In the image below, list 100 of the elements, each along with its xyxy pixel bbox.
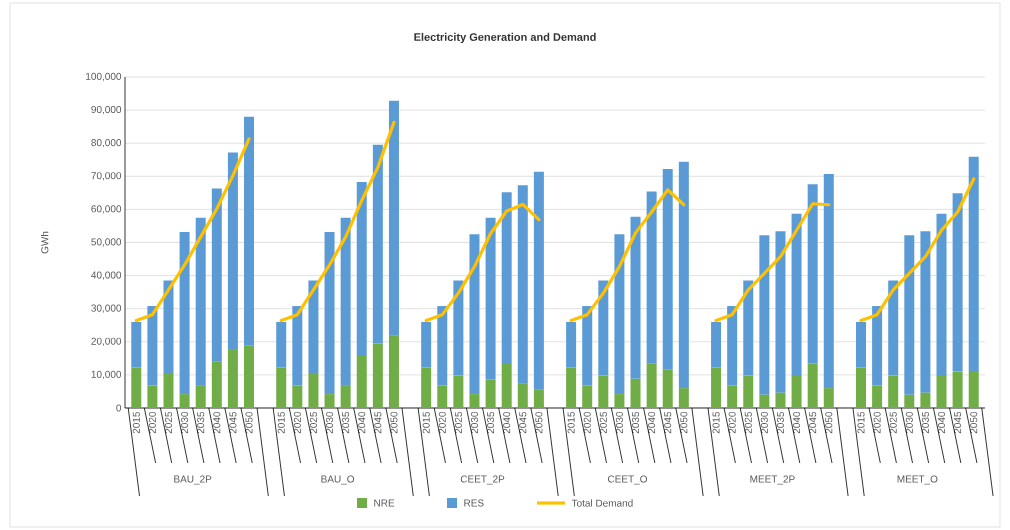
y-tick-label: 100,000: [86, 72, 122, 82]
bar: [920, 392, 931, 408]
x-tick-label: 2050: [825, 411, 833, 434]
bar: [904, 235, 915, 395]
x-tick-label: 2045: [664, 411, 672, 434]
bar: [340, 385, 351, 408]
bar: [501, 192, 512, 364]
bar: [630, 378, 641, 408]
y-tick-label: 40,000: [91, 271, 122, 280]
chart-title: Electricity Generation and Demand: [414, 32, 596, 44]
bar: [469, 234, 480, 395]
text: MEET_2P: [750, 475, 795, 485]
x-tick-label: 2015: [422, 411, 430, 434]
x-tick-label: 2020: [293, 411, 301, 434]
bar: [276, 367, 287, 408]
bar: [292, 385, 303, 408]
bar: [582, 306, 593, 386]
bar: [244, 116, 255, 346]
bar: [646, 191, 657, 364]
y-tick-label: 50,000: [91, 238, 122, 247]
bar: [743, 280, 754, 376]
x-tick-label: 2020: [873, 411, 881, 434]
x-tick-label: 2030: [181, 411, 189, 434]
y-tick-label: 80,000: [91, 139, 122, 148]
bar: [453, 375, 464, 408]
x-tick-label: 2015: [857, 411, 865, 434]
x-tick-label: 2040: [503, 411, 511, 434]
bar: [823, 388, 834, 408]
x-tick-label: 2020: [583, 411, 591, 434]
x-tick-label: 2030: [905, 411, 913, 434]
x-tick-label: 2025: [599, 411, 607, 434]
x-tick-label: 2025: [164, 411, 173, 434]
x-tick-label: 2050: [970, 411, 978, 434]
bar: [131, 321, 142, 368]
bar: [324, 231, 335, 395]
bar: [340, 217, 351, 386]
bar: [437, 306, 448, 386]
bar: [614, 234, 625, 395]
bar: [807, 363, 818, 408]
x-tick-label: 2045: [809, 411, 817, 434]
bar: [791, 213, 802, 376]
legend-label: NRE: [374, 499, 395, 507]
bar: [582, 385, 593, 408]
text: CEET_2P: [460, 475, 505, 485]
bar: [453, 280, 464, 376]
x-tick-label: 2015: [712, 411, 720, 434]
text: CEET_O: [607, 475, 648, 485]
bar: [888, 280, 899, 376]
bar: [533, 171, 544, 390]
bar: [163, 280, 174, 373]
x-tick-label: 2015: [567, 411, 575, 434]
x-tick-label: 2030: [470, 411, 479, 434]
legend-label: Total Demand: [571, 499, 633, 507]
bar: [807, 184, 818, 364]
bar: [163, 372, 174, 408]
bar: [356, 355, 367, 408]
bar: [630, 216, 641, 379]
bar: [711, 367, 722, 408]
y-axis-title: GWh: [41, 231, 49, 254]
bar: [904, 394, 915, 408]
bar: [566, 321, 577, 368]
x-tick-label: 2035: [342, 411, 350, 434]
bar: [421, 367, 432, 408]
bar: [227, 152, 238, 350]
bar: [872, 306, 883, 386]
x-tick-label: 2040: [937, 411, 946, 434]
bar: [308, 280, 319, 373]
bar: [324, 394, 335, 408]
bar: [292, 306, 303, 386]
bar: [662, 169, 673, 370]
bar: [147, 385, 158, 408]
x-tick-label: 2035: [776, 411, 784, 434]
bar: [936, 375, 947, 408]
x-tick-label: 2025: [744, 411, 752, 434]
bar: [598, 375, 609, 408]
x-tick-label: 2045: [229, 411, 237, 434]
bar: [469, 394, 480, 408]
bar: [598, 280, 609, 376]
bar: [872, 385, 883, 408]
x-tick-label: 2050: [245, 411, 253, 434]
bar: [501, 363, 512, 408]
x-tick-label: 2040: [648, 411, 656, 434]
legend-label: RES: [464, 499, 484, 507]
x-tick-label: 2025: [454, 411, 462, 434]
x-tick-label: 2030: [760, 411, 768, 434]
bar: [131, 367, 142, 408]
bar: [743, 375, 754, 408]
text: BAU_O: [321, 475, 355, 485]
bar: [855, 321, 866, 368]
bar: [920, 231, 931, 393]
bar: [485, 217, 496, 380]
bar: [244, 345, 255, 408]
x-tick-label: 2015: [277, 411, 285, 434]
x-tick-label: 2020: [728, 411, 736, 434]
bar: [276, 321, 287, 368]
x-tick-label: 2050: [390, 411, 398, 434]
bar: [775, 231, 786, 393]
bar: [759, 235, 770, 395]
x-tick-label: 2050: [535, 411, 543, 434]
x-tick-label: 2015: [132, 411, 140, 434]
